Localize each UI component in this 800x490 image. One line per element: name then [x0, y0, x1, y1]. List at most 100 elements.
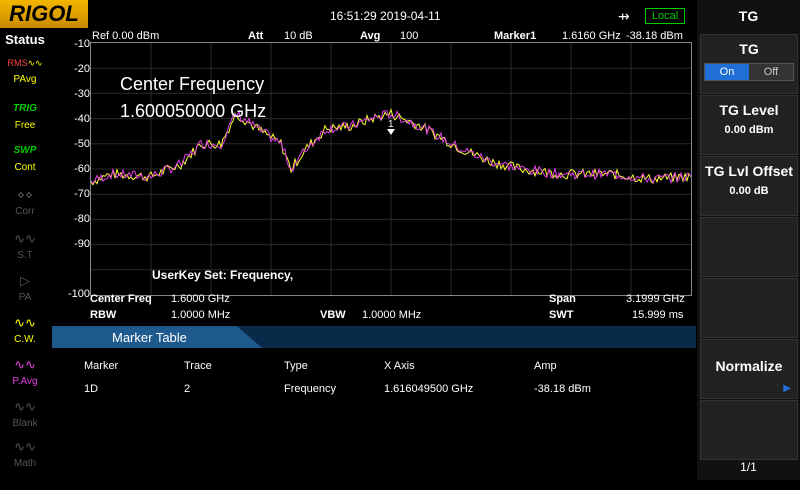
- math-icon: ∿∿: [14, 439, 36, 454]
- center-freq-value[interactable]: 1.6000 GHz: [171, 293, 230, 305]
- graph-grid: [91, 43, 691, 295]
- panel-title: TG: [738, 8, 759, 24]
- trig-icon: TRIG: [13, 103, 37, 114]
- status-label: Math: [13, 458, 37, 469]
- empty-key-3[interactable]: [700, 400, 798, 460]
- spectrum-svg: 1: [90, 43, 692, 295]
- avg-value[interactable]: 100: [400, 30, 419, 42]
- status-swp[interactable]: SWP Cont: [4, 140, 46, 194]
- swp-icon: SWP: [13, 145, 37, 156]
- status-label: Free: [14, 120, 36, 131]
- mt-cell-marker[interactable]: 1D: [84, 383, 99, 395]
- tg-on[interactable]: On: [705, 64, 749, 80]
- span-label: Span: [549, 293, 576, 305]
- datetime: 16:51:29 2019-04-11: [330, 9, 441, 23]
- ref-level[interactable]: Ref 0.00 dBm: [92, 30, 160, 42]
- blank-icon: ∿∿: [14, 399, 36, 414]
- mt-cell-amp: -38.18 dBm: [534, 383, 591, 395]
- usb-icon: ⇸: [618, 8, 630, 24]
- normalize-key[interactable]: Normalize ▶: [700, 339, 798, 399]
- mt-header-type: Type: [284, 360, 308, 372]
- y-tick: -30: [74, 88, 90, 100]
- status-st[interactable]: ∿∿ S.T: [4, 228, 46, 282]
- status-label: Cont: [14, 162, 36, 173]
- corr-icon: ⋄⋄: [16, 187, 34, 202]
- avg-label: Avg: [360, 30, 381, 42]
- status-pavg2[interactable]: ∿∿ P.Avg: [4, 354, 46, 408]
- status-math[interactable]: ∿∿ Math: [4, 436, 46, 490]
- tg-off[interactable]: Off: [749, 64, 793, 80]
- status-label: Blank: [12, 418, 38, 429]
- submenu-arrow-icon: ▶: [783, 383, 791, 394]
- tg-toggle[interactable]: On Off: [704, 63, 794, 81]
- local-badge[interactable]: Local: [645, 8, 685, 24]
- att-label: Att: [248, 30, 264, 42]
- att-value[interactable]: 10 dB: [284, 30, 313, 42]
- tg-offset-label: TG Lvl Offset: [705, 163, 793, 179]
- rbw-value[interactable]: 1.0000 MHz: [171, 309, 231, 321]
- status-cw[interactable]: ∿∿ C.W.: [4, 312, 46, 366]
- empty-key-1[interactable]: [700, 217, 798, 277]
- status-trig[interactable]: TRIG Free: [4, 98, 46, 152]
- y-tick: -50: [74, 138, 90, 150]
- status-column: [0, 30, 50, 480]
- status-label: PA: [18, 292, 32, 303]
- status-title: Status: [5, 32, 45, 47]
- vbw-value[interactable]: 1.0000 MHz: [362, 309, 422, 321]
- marker-table-title: Marker Table: [112, 330, 187, 345]
- pavg2-icon: ∿∿: [14, 357, 36, 372]
- swt-label: SWT: [549, 309, 574, 321]
- status-label: P.Avg: [12, 376, 38, 387]
- y-tick: -60: [74, 163, 90, 175]
- y-tick: -40: [74, 113, 90, 125]
- marker-1-label: 1: [388, 119, 394, 130]
- marker-table-tab[interactable]: [52, 326, 262, 348]
- y-tick: -70: [74, 188, 90, 200]
- status-label: S.T: [17, 250, 33, 261]
- mt-cell-type: Frequency: [284, 383, 336, 395]
- status-blank[interactable]: ∿∿ Blank: [4, 396, 46, 450]
- marker-freq: 1.6160 GHz: [562, 30, 621, 42]
- rigol-logo: RIGOL: [0, 0, 88, 28]
- mt-header-xaxis: X Axis: [384, 360, 415, 372]
- mt-header-marker: Marker: [84, 360, 119, 372]
- trace-2: [90, 109, 692, 185]
- overlay-title: Center Frequency: [120, 74, 265, 94]
- pa-icon: ▷: [20, 273, 30, 288]
- status-label: PAvg: [13, 74, 37, 85]
- spectrum-graph[interactable]: 1: [90, 42, 692, 296]
- tg-key-label: TG: [739, 41, 759, 57]
- status-pavg[interactable]: RMS∿∿ PAvg: [4, 52, 46, 106]
- marker-1-triangle: [387, 129, 395, 135]
- rbw-label: RBW: [90, 309, 117, 321]
- top-bar: [0, 0, 696, 30]
- tg-level-value: 0.00 dBm: [724, 124, 774, 136]
- y-tick: -20: [74, 63, 90, 75]
- y-tick: -10: [74, 38, 90, 50]
- normalize-label: Normalize: [715, 358, 783, 374]
- y-tick: -100: [67, 288, 90, 300]
- st-icon: ∿∿: [14, 231, 36, 246]
- center-freq-label: Center Freq: [90, 293, 152, 305]
- vbw-label: VBW: [320, 309, 346, 321]
- swt-value[interactable]: 15.999 ms: [632, 309, 684, 321]
- mt-cell-xaxis: 1.616049500 GHz: [384, 383, 474, 395]
- y-tick: -90: [74, 238, 90, 250]
- pavg-icon: RMS∿∿: [7, 58, 43, 68]
- tg-level-key[interactable]: TG Level 0.00 dBm: [700, 95, 798, 155]
- empty-key-2[interactable]: [700, 278, 798, 338]
- span-value[interactable]: 3.1999 GHz: [626, 293, 685, 305]
- tg-offset-value: 0.00 dB: [729, 185, 769, 197]
- mt-header-amp: Amp: [534, 360, 557, 372]
- marker-amp: -38.18 dBm: [626, 30, 683, 42]
- userkey-set: UserKey Set: Frequency,: [152, 268, 294, 282]
- status-label: Corr: [15, 206, 35, 217]
- tg-level-label: TG Level: [719, 102, 779, 118]
- overlay-value: 1.600050000 GHz: [120, 101, 267, 121]
- mt-cell-trace: 2: [184, 383, 191, 395]
- cw-icon: ∿∿: [14, 315, 36, 330]
- marker-label: Marker1: [494, 30, 537, 42]
- status-corr[interactable]: ⋄⋄ Corr: [4, 184, 46, 238]
- status-pa[interactable]: ▷ PA: [4, 270, 46, 324]
- tg-offset-key[interactable]: TG Lvl Offset 0.00 dB: [700, 156, 798, 216]
